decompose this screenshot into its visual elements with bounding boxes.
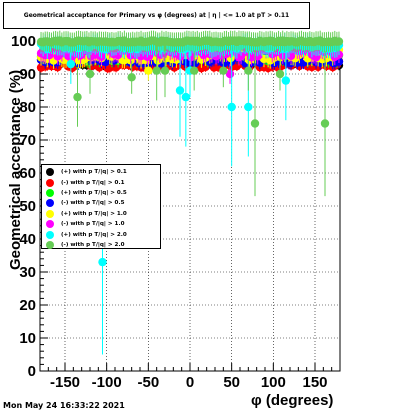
series-7	[36, 30, 344, 197]
legend-entry: (-) with p T/|q| > 0.5	[46, 198, 160, 208]
y-tick-label: 10	[19, 330, 36, 347]
chart-title-box: Geometrical acceptance for Primary vs φ …	[3, 2, 310, 29]
legend-entry: (-) with p T/|q| > 1.0	[46, 219, 160, 229]
data-point-outlier	[127, 73, 136, 82]
x-tick-label: 100	[261, 374, 286, 391]
data-point-outlier	[160, 66, 170, 75]
legend: (+) with p T/|q| > 0.1 (-) with p T/|q| >…	[41, 164, 161, 249]
data-point-outlier	[85, 69, 95, 79]
data-point-outlier	[320, 119, 330, 128]
x-tick-label: -100	[92, 374, 122, 391]
data-point-outlier	[66, 59, 76, 69]
data-point-outlier	[98, 257, 107, 267]
data-point-outlier	[189, 66, 199, 75]
legend-label: (+) with p T/|q| > 0.5	[61, 189, 127, 196]
legend-marker	[46, 178, 54, 187]
y-axis-title: Geometrical acceptance (%)	[7, 70, 24, 270]
legend-marker	[46, 168, 54, 177]
x-tick-label: 150	[302, 374, 327, 391]
legend-label: (+) with p T/|q| > 2.0	[61, 231, 127, 238]
data-point-outlier	[250, 119, 260, 128]
data-points	[36, 30, 344, 355]
y-tick-label: 0	[28, 363, 36, 380]
legend-entry: (-) with p T/|q| > 2.0	[46, 240, 160, 250]
y-tick-label: 30	[19, 264, 36, 281]
x-axis-title: φ (degrees)	[251, 392, 333, 409]
y-tick-label: 70	[19, 132, 36, 149]
legend-entry: (+) with p T/|q| > 1.0	[46, 209, 160, 219]
data-point	[236, 51, 246, 61]
legend-marker	[46, 188, 54, 197]
y-tick-label: 40	[19, 231, 36, 248]
data-point	[334, 37, 344, 46]
timestamp: Mon May 24 16:33:22 2021	[3, 401, 125, 410]
x-tick-label: 0	[186, 374, 194, 391]
legend-label: (-) with p T/|q| > 2.0	[61, 241, 125, 248]
data-point-outlier	[244, 102, 253, 112]
legend-marker	[46, 240, 54, 249]
legend-label: (-) with p T/|q| > 0.1	[61, 179, 125, 186]
data-point-outlier	[175, 86, 185, 95]
data-point-outlier	[181, 92, 191, 102]
legend-entry: (+) with p T/|q| > 0.5	[46, 188, 160, 198]
legend-entry: (+) with p T/|q| > 2.0	[46, 229, 160, 239]
grid-lines	[40, 41, 340, 371]
data-point-outlier	[219, 66, 228, 75]
legend-entry: (+) with p T/|q| > 0.1	[46, 167, 160, 177]
legend-label: (-) with p T/|q| > 1.0	[61, 221, 125, 228]
y-tick-label: 80	[19, 99, 36, 116]
y-tick-label: 90	[19, 66, 36, 83]
y-tick-label: 20	[19, 297, 36, 314]
legend-label: (+) with p T/|q| > 0.1	[61, 169, 127, 176]
y-tick-label: 50	[19, 198, 36, 215]
legend-marker	[46, 209, 54, 218]
data-point-outlier	[144, 66, 153, 75]
chart-title: Geometrical acceptance for Primary vs φ …	[23, 12, 290, 19]
y-tick-label: 60	[19, 165, 36, 182]
x-tick-label: 50	[223, 374, 240, 391]
legend-marker	[46, 220, 54, 229]
data-point-outlier	[281, 76, 291, 85]
data-point-outlier	[227, 102, 236, 112]
legend-label: (+) with p T/|q| > 1.0	[61, 210, 127, 217]
y-tick-label: 100	[11, 33, 36, 50]
data-point-outlier	[244, 66, 253, 75]
legend-label: (-) with p T/|q| > 0.5	[61, 200, 125, 207]
legend-marker	[46, 230, 54, 239]
x-tick-label: -150	[50, 374, 80, 391]
x-tick-label: -50	[137, 374, 159, 391]
data-point-outlier	[152, 66, 161, 75]
legend-entry: (-) with p T/|q| > 0.1	[46, 177, 160, 187]
data-point-outlier	[73, 92, 82, 102]
data-point-outlier	[275, 69, 285, 79]
tick-labels: -150 -100 -50 0 50 100 150 0 10 20 30 40 50 60 70 80 90 1…	[11, 33, 328, 391]
legend-marker	[46, 199, 54, 208]
